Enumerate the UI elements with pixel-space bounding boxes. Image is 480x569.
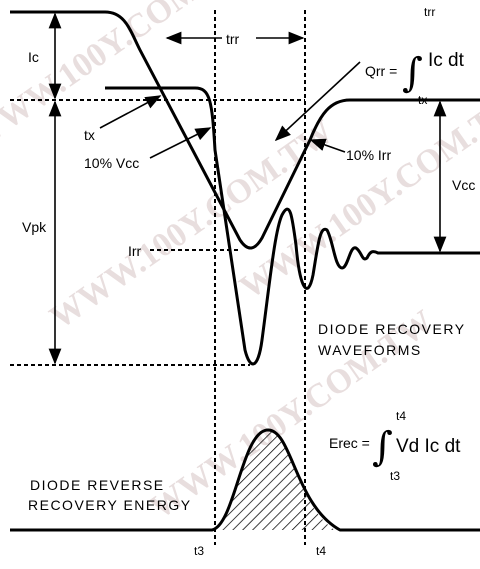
formula-integrand: Ic dt <box>428 50 465 71</box>
irr10-arrow <box>309 138 346 153</box>
formula-lhs: Erec = <box>329 435 370 451</box>
caption: RECOVERY ENERGY <box>28 497 192 513</box>
formula-lower: t3 <box>390 469 400 483</box>
watermark: WWW.100Y.COM.TW <box>0 0 260 157</box>
vpk-label: Vpk <box>22 219 47 235</box>
current-waveform <box>10 10 480 250</box>
caption: DIODE RECOVERY <box>318 321 466 337</box>
caption: DIODE REVERSE <box>30 477 165 493</box>
label-bg <box>222 28 256 48</box>
voltage-waveform <box>105 86 480 366</box>
qrr-arrow <box>274 61 361 142</box>
formula-integrand: Vd Ic dt <box>396 436 461 457</box>
vcc10-arrow <box>149 127 212 159</box>
formula-lhs: Qrr = <box>365 63 397 79</box>
irr-label: Irr <box>128 243 142 259</box>
irr10-label: 10% Irr <box>346 147 391 163</box>
integral-sign: ∫ <box>372 424 393 470</box>
ic-label: Ic <box>28 49 39 65</box>
formula-upper: t4 <box>396 409 406 423</box>
trr-label: trr <box>226 31 240 47</box>
integral-sign: ∫ <box>402 50 423 96</box>
vcc10-label: 10% Vcc <box>84 155 139 171</box>
vcc-label: Vcc <box>452 177 475 193</box>
energy-waveform <box>10 428 480 532</box>
t3-label: t3 <box>194 544 204 558</box>
tx-arrow <box>99 95 162 129</box>
t4-label: t4 <box>316 544 326 558</box>
tx-label: tx <box>84 127 95 143</box>
energy-area <box>212 430 335 530</box>
caption: WAVEFORMS <box>318 342 422 358</box>
formula-upper: trr <box>424 5 435 19</box>
formula-lower: tx <box>418 93 427 107</box>
